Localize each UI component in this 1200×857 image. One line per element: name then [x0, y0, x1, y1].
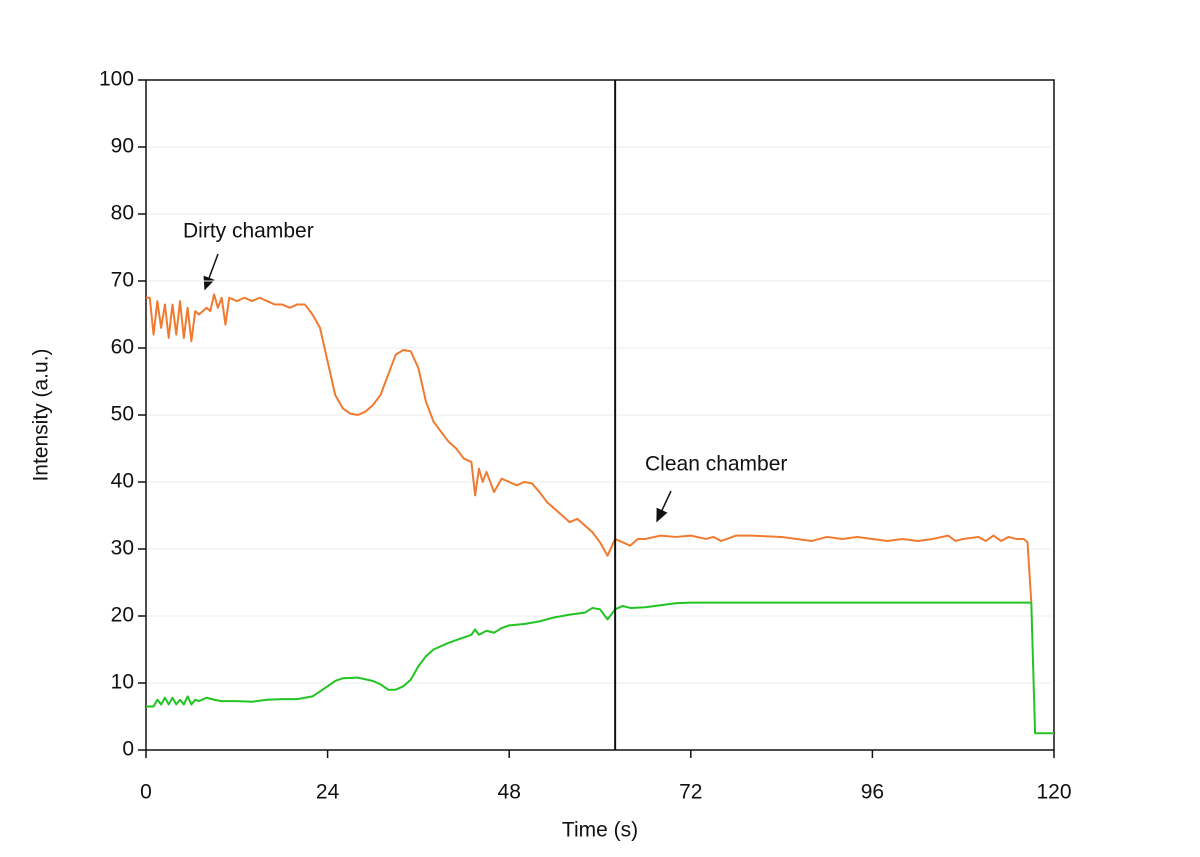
y-tick-label: 70 [111, 269, 134, 292]
y-tick-label: 20 [111, 604, 134, 627]
x-tick-label: 48 [498, 781, 521, 804]
y-tick-label: 80 [111, 202, 134, 225]
y-tick-label: 60 [111, 336, 134, 359]
y-tick-label: 100 [99, 68, 134, 91]
x-tick-label: 0 [140, 781, 152, 804]
y-tick-label: 90 [111, 135, 134, 158]
y-axis-label: Intensity (a.u.) [30, 348, 53, 481]
annotation-arrow [203, 253, 219, 291]
series-line [146, 601, 1054, 735]
y-tick-label: 10 [111, 671, 134, 694]
x-tick-label: 24 [316, 781, 340, 804]
y-tick-label: 0 [122, 738, 134, 761]
annotation: Clean chamber [645, 453, 787, 476]
annotation-arrow [656, 490, 672, 523]
y-tick-label: 30 [111, 537, 134, 560]
y-tick-label: 50 [111, 403, 134, 426]
annotation: Dirty chamber [183, 220, 314, 243]
x-tick-label: 72 [679, 781, 702, 804]
y-tick-label: 40 [111, 470, 134, 493]
plot-frame [145, 79, 1055, 751]
x-axis-label: Time (s) [562, 819, 638, 842]
x-tick-label: 120 [1036, 781, 1071, 804]
series-line [146, 293, 1033, 603]
x-tick-label: 96 [861, 781, 884, 804]
